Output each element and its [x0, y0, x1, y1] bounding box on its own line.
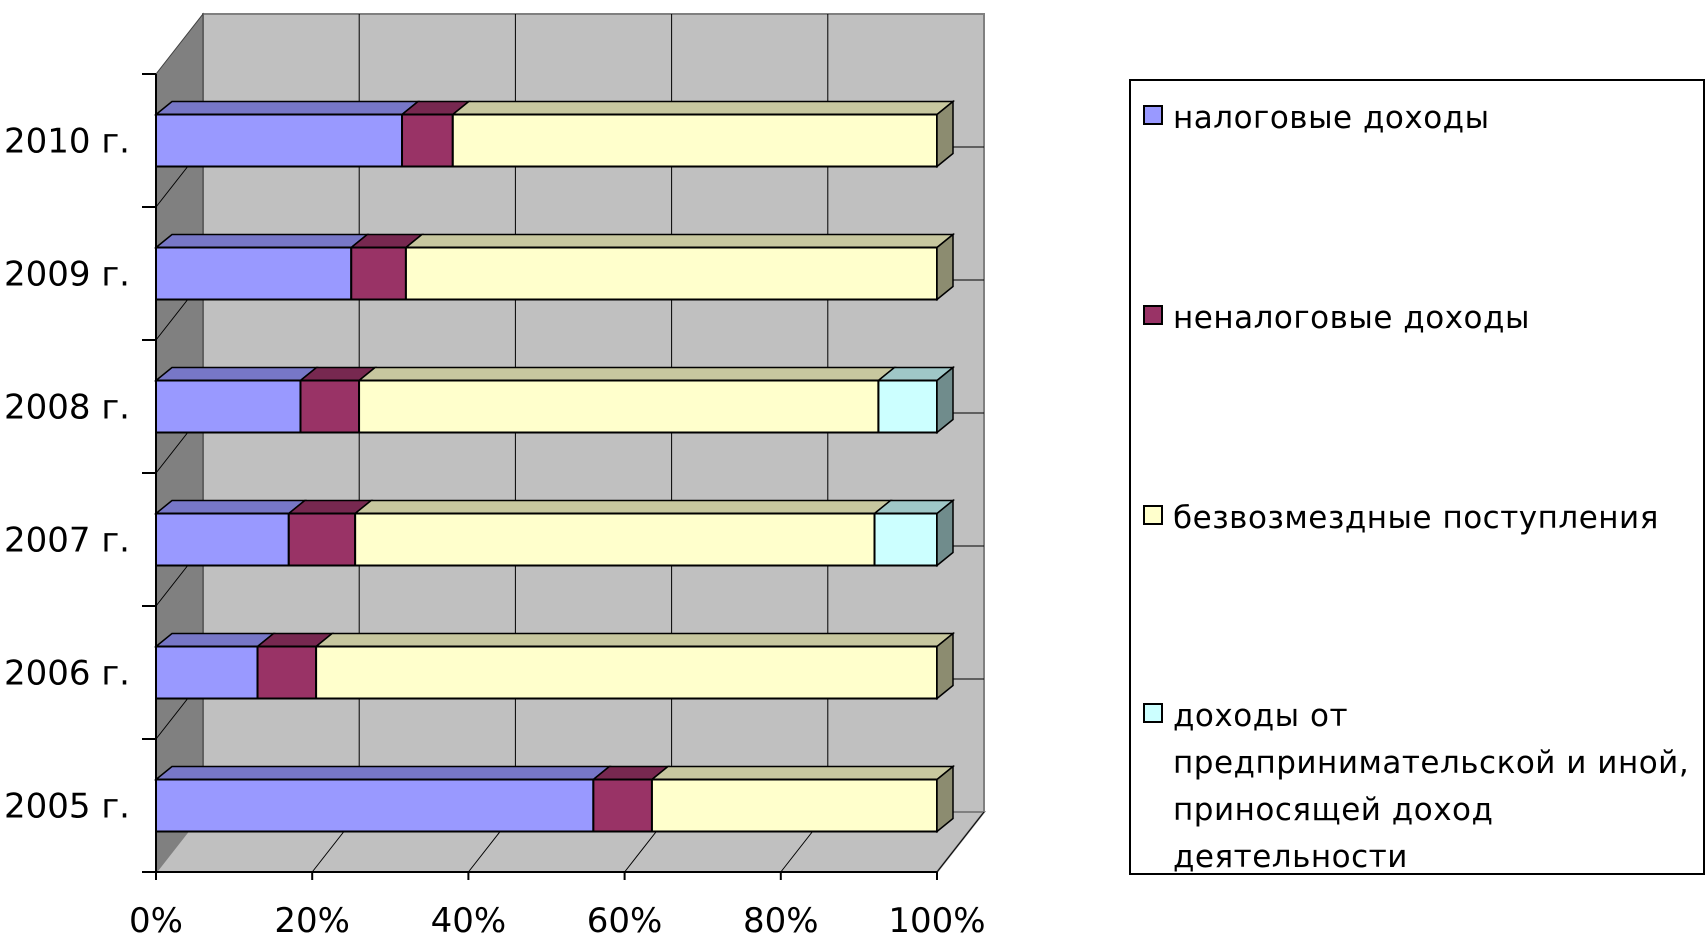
- bar-top: [313, 632, 956, 648]
- bar-segment: [155, 379, 302, 434]
- bar-top: [450, 100, 956, 116]
- bar-segment: [358, 379, 880, 434]
- category-label: 2006 г.: [4, 654, 130, 694]
- bar-top: [153, 765, 612, 781]
- bar-end: [936, 498, 954, 568]
- bar-segment: [401, 113, 454, 168]
- legend-label: безвозмездные поступления: [1173, 500, 1659, 536]
- x-tick-label: 80%: [743, 901, 819, 938]
- bar-segment: [592, 778, 653, 833]
- bar-top: [356, 366, 897, 382]
- bar-end: [936, 365, 954, 435]
- axis-labels: 2005 г. 2006 г. 2007 г. 2008 г. 2009 г. 2010 …: [4, 122, 986, 938]
- legend-label: неналоговые доходы: [1173, 300, 1530, 336]
- bar-segment: [155, 645, 259, 700]
- x-tick-label: 20%: [274, 901, 350, 938]
- bar-end: [936, 764, 954, 834]
- category-label: 2005 г.: [4, 787, 130, 827]
- bar-segment: [451, 113, 938, 168]
- axes: [142, 73, 938, 880]
- bar-segment: [299, 379, 361, 434]
- legend: налоговые доходы неналоговые доходы безв…: [1129, 79, 1705, 875]
- category-label: 2010 г.: [4, 122, 130, 162]
- legend-item-gratuitous-receipts: безвозмездные поступления: [1143, 495, 1703, 542]
- bar-top: [649, 765, 956, 781]
- x-tick-label: 60%: [587, 901, 663, 938]
- category-label: 2008 г.: [4, 388, 130, 428]
- x-tick-label: 40%: [431, 901, 507, 938]
- bar-segment: [155, 246, 353, 301]
- bar-top: [153, 100, 421, 116]
- bar-segment: [315, 645, 939, 700]
- legend-swatch: [1143, 105, 1163, 125]
- bar-segment: [877, 379, 938, 434]
- bar-segment: [404, 246, 939, 301]
- category-label: 2007 г.: [4, 521, 130, 561]
- bar-segment: [155, 512, 290, 567]
- bar-segment: [354, 512, 876, 567]
- bar-segment: [873, 512, 939, 567]
- bars: [153, 99, 956, 834]
- bar-top: [353, 499, 893, 515]
- legend-item-business-income: доходы от предпринимательской и иной, пр…: [1143, 693, 1703, 881]
- bar-segment: [256, 645, 318, 700]
- bar-top: [153, 366, 319, 382]
- legend-item-nontax-revenue: неналоговые доходы: [1143, 295, 1703, 342]
- gridline-floor: [936, 811, 985, 873]
- x-tick-label: 100%: [888, 901, 985, 938]
- bar-top: [153, 632, 276, 648]
- bar-segment: [155, 778, 595, 833]
- legend-label: налоговые доходы: [1173, 100, 1490, 136]
- bar-segment: [155, 113, 404, 168]
- bar-end: [936, 631, 954, 701]
- bar-top: [403, 233, 956, 249]
- legend-swatch: [1143, 703, 1163, 723]
- legend-label: доходы от предпринимательской и иной, пр…: [1173, 698, 1690, 875]
- x-tick-label: 0%: [129, 901, 183, 938]
- bar-top: [153, 499, 307, 515]
- legend-item-tax-revenue: налоговые доходы: [1143, 95, 1703, 142]
- legend-swatch: [1143, 505, 1163, 525]
- bar-top: [153, 233, 370, 249]
- bar-end: [936, 99, 954, 169]
- bar-end: [936, 232, 954, 302]
- bar-segment: [350, 246, 407, 301]
- bar-segment: [287, 512, 357, 567]
- bar-segment: [650, 778, 938, 833]
- bar-chart: 2005 г. 2006 г. 2007 г. 2008 г. 2009 г. 2010 …: [4, 12, 987, 938]
- legend-swatch: [1143, 305, 1163, 325]
- category-label: 2009 г.: [4, 255, 130, 295]
